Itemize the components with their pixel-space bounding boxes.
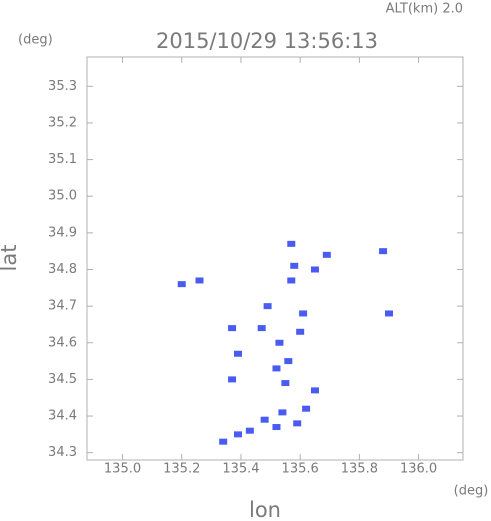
echo-point	[296, 328, 305, 335]
plot-frame	[86, 56, 464, 461]
y-tick-label: 34.3	[48, 445, 77, 460]
echo-point	[228, 376, 237, 383]
y-tick-label: 35.0	[48, 189, 77, 204]
y-unit: (deg)	[18, 33, 53, 48]
x-axis-label: lon	[249, 498, 281, 521]
altitude-label: ALT(km) 2.0	[386, 2, 463, 17]
echo-point	[233, 350, 242, 357]
echo-point	[287, 277, 296, 284]
y-tick-label: 35.3	[48, 79, 77, 94]
y-tick-label: 34.6	[48, 335, 77, 350]
echo-point	[195, 277, 204, 284]
echo-point	[310, 387, 319, 394]
x-unit: (deg)	[454, 484, 489, 499]
chart-title: 2015/10/29 13:56:13	[156, 29, 378, 53]
x-tick-label: 135.0	[104, 462, 141, 477]
echo-point	[384, 310, 393, 317]
y-tick-label: 35.2	[48, 115, 77, 130]
y-tick-label: 34.4	[48, 409, 77, 424]
echo-point	[260, 416, 269, 423]
echo-point	[281, 380, 290, 387]
echo-point	[219, 438, 228, 445]
echo-point	[299, 310, 308, 317]
echo-point	[275, 339, 284, 346]
y-tick-label: 35.1	[48, 152, 77, 167]
echo-point	[293, 420, 302, 427]
x-tick-label: 135.4	[222, 462, 259, 477]
echo-point	[272, 424, 281, 431]
y-tick-label: 34.9	[48, 225, 77, 240]
x-tick-label: 136.0	[400, 462, 437, 477]
echo-point	[287, 240, 296, 247]
echo-point	[290, 262, 299, 269]
echo-point	[284, 358, 293, 365]
echo-point	[278, 409, 287, 416]
echo-point	[263, 303, 272, 310]
echo-point	[272, 365, 281, 372]
x-tick-label: 135.8	[341, 462, 378, 477]
echo-point	[177, 281, 186, 288]
y-tick-label: 34.7	[48, 299, 77, 314]
echo-point	[233, 431, 242, 438]
echo-point	[379, 248, 388, 255]
echo-point	[302, 405, 311, 412]
echo-point	[257, 325, 266, 332]
y-tick-label: 34.5	[48, 372, 77, 387]
echo-point	[322, 251, 331, 258]
echo-point	[310, 266, 319, 273]
y-axis-label: lat	[0, 245, 21, 272]
x-tick-label: 135.2	[163, 462, 200, 477]
x-tick-label: 135.6	[282, 462, 319, 477]
y-tick-label: 34.8	[48, 262, 77, 277]
echo-point	[245, 427, 254, 434]
echo-point	[228, 325, 237, 332]
